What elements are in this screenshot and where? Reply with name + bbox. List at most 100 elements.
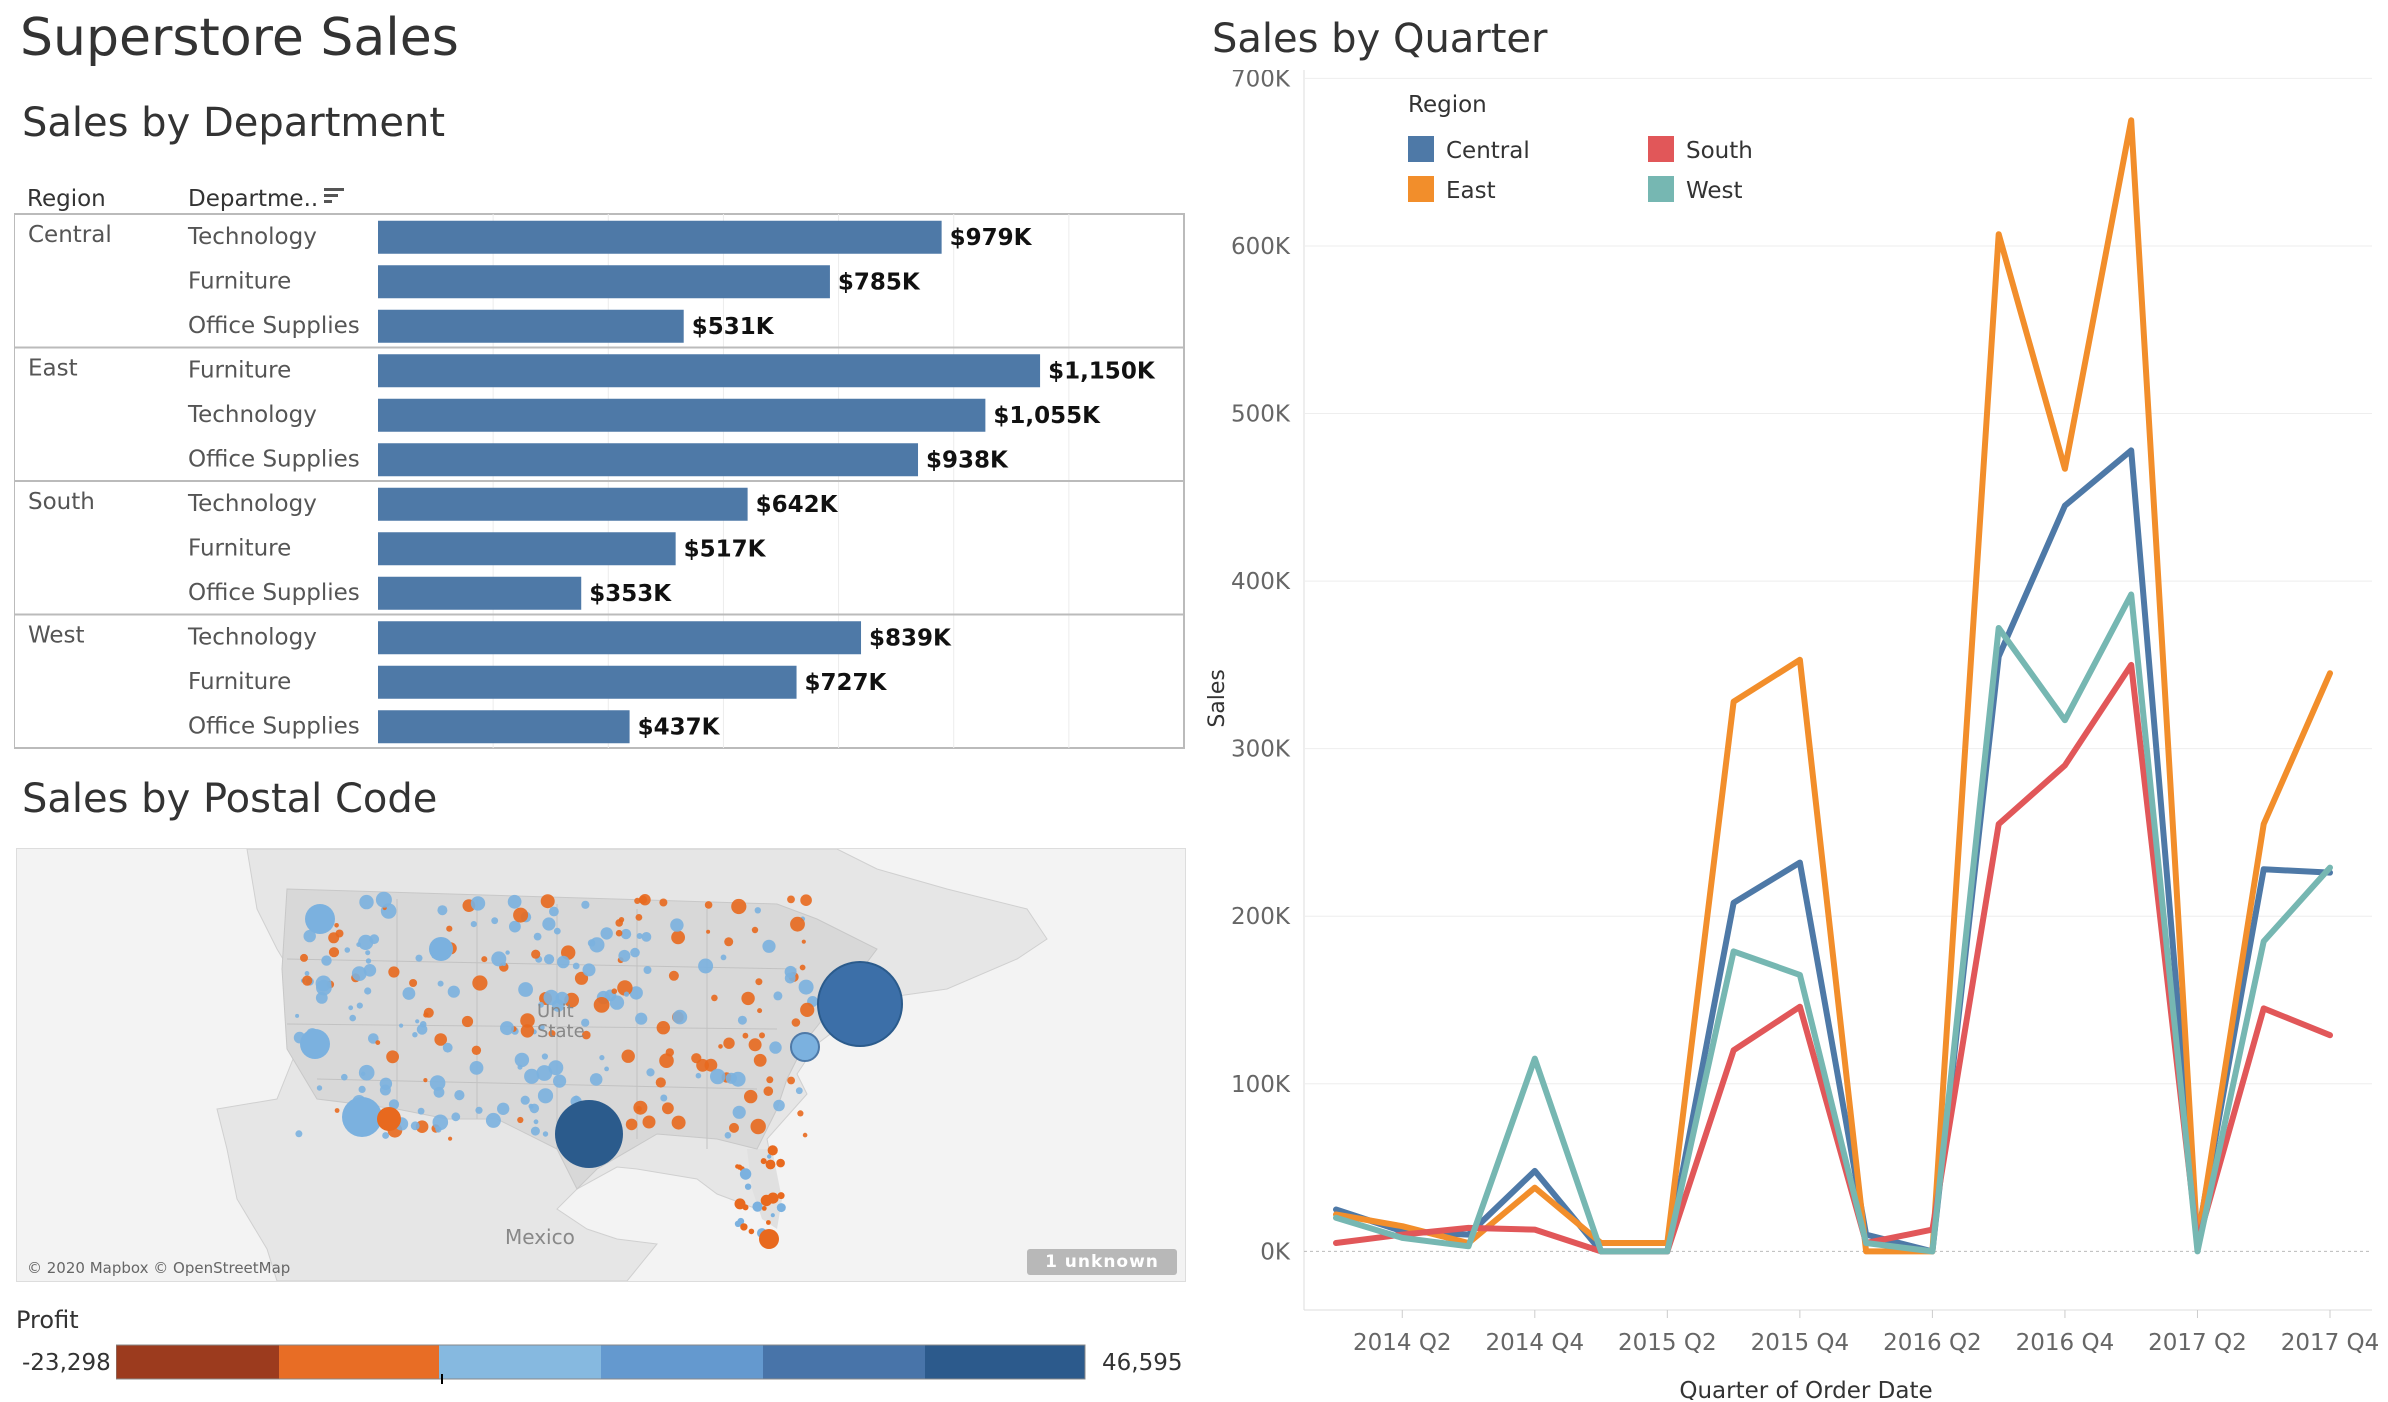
postal-bubble <box>472 975 488 991</box>
postal-bubble <box>691 1053 702 1064</box>
postal-bubble <box>544 954 555 965</box>
postal-bubble <box>740 1223 748 1231</box>
postal-bubble <box>295 1013 300 1018</box>
postal-bubble <box>787 895 795 904</box>
postal-bubble <box>761 1206 767 1211</box>
department-label: Office Supplies <box>188 313 360 339</box>
series-line-west <box>1333 591 2333 1255</box>
legend-swatch-east <box>1408 176 1434 202</box>
postal-bubble <box>729 1122 739 1133</box>
postal-bubble <box>555 991 569 1005</box>
postal-bubble <box>364 987 372 995</box>
postal-bubble <box>359 894 374 910</box>
postal-bubble <box>763 1086 774 1096</box>
postal-bubble <box>802 1132 808 1138</box>
postal-bubble <box>542 917 556 931</box>
postal-bubble <box>724 937 734 947</box>
postal-bubble <box>762 939 776 953</box>
postal-bubble <box>599 1055 605 1061</box>
x-tick-label: 2014 Q4 <box>1486 1330 1585 1356</box>
postal-bubble <box>451 1112 461 1122</box>
postal-bubble <box>646 1068 655 1077</box>
postal-bubble <box>500 1021 514 1036</box>
postal-bubble <box>750 1118 766 1135</box>
postal-bubble <box>800 1002 815 1017</box>
unknown-badge[interactable]: 1 unknown <box>1027 1249 1177 1275</box>
postal-bubble <box>589 1073 603 1086</box>
postal-bubble <box>432 1114 449 1131</box>
postal-bubble <box>600 927 613 940</box>
postal-bubble <box>358 934 374 950</box>
department-bar <box>378 443 919 477</box>
postal-bubble <box>656 1021 670 1035</box>
postal-bubble <box>509 920 521 933</box>
ramp-segment-3 <box>439 1345 601 1379</box>
postal-bubble <box>609 995 625 1010</box>
postal-bubble <box>514 1052 530 1068</box>
department-column-header[interactable]: Departme.. <box>188 186 319 212</box>
postal-bubble <box>497 1102 510 1115</box>
postal-bubble <box>415 954 423 962</box>
bar-value-label: $517K <box>684 537 767 563</box>
department-bar <box>378 220 942 254</box>
map-canvas[interactable]: Unit State Mexico <box>17 849 1185 1281</box>
postal-bubble <box>643 966 652 974</box>
x-tick-label: 2015 Q4 <box>1751 1330 1850 1356</box>
postal-bubble <box>437 980 444 987</box>
postal-code-map[interactable]: Unit State Mexico © 2020 Mapbox © OpenSt… <box>16 848 1186 1282</box>
postal-bubble <box>412 1032 418 1038</box>
department-bar <box>378 665 797 699</box>
region-column-header[interactable]: Region <box>27 186 106 212</box>
department-label: Office Supplies <box>188 714 360 740</box>
postal-bubble <box>302 975 313 986</box>
postal-bubble <box>315 975 332 992</box>
y-tick-label: 300K <box>1231 737 1291 763</box>
profit-legend-max: 46,595 <box>1102 1350 1183 1376</box>
postal-bubble <box>744 1183 752 1190</box>
postal-bubble <box>670 918 684 932</box>
department-bar <box>378 621 862 655</box>
postal-bubble <box>671 930 685 945</box>
department-bar <box>378 265 830 299</box>
postal-bubble <box>507 894 522 909</box>
sort-icon[interactable] <box>324 186 346 206</box>
postal-bubble <box>704 901 713 909</box>
postal-bubble <box>636 933 643 939</box>
bar-value-label: $437K <box>638 715 721 741</box>
postal-bubble <box>752 1201 763 1212</box>
series-line-central <box>1333 447 2333 1255</box>
postal-bubble <box>365 958 372 964</box>
postal-bubble <box>776 1203 786 1213</box>
bar-value-label: $642K <box>756 492 839 518</box>
postal-bubble <box>791 1018 801 1027</box>
bubble-new-york <box>817 961 903 1047</box>
postal-bubble <box>365 950 371 956</box>
bubble-sf <box>300 1029 330 1059</box>
postal-bubble <box>448 1136 453 1141</box>
postal-bubble <box>528 1103 534 1109</box>
legend-swatch-west <box>1648 176 1674 202</box>
postal-bubble <box>659 1053 674 1068</box>
postal-bubble <box>409 979 418 987</box>
x-tick-label: 2017 Q4 <box>2281 1330 2380 1356</box>
postal-bubble <box>470 896 486 911</box>
us-label-2: State <box>537 1021 585 1042</box>
legend-label-west: West <box>1686 178 1743 204</box>
postal-bubble <box>341 1073 348 1081</box>
postal-bubble <box>621 1049 635 1063</box>
ramp-segment-2 <box>279 1345 439 1379</box>
postal-bubble <box>773 991 783 1001</box>
department-label: Technology <box>187 224 317 250</box>
postal-bubble <box>538 1001 544 1008</box>
postal-bubble <box>533 1119 539 1125</box>
postal-bubble <box>295 1130 303 1138</box>
postal-bubble <box>737 1015 747 1025</box>
postal-bubble <box>321 955 332 966</box>
postal-bubble <box>629 986 643 1000</box>
postal-bubble <box>698 958 714 974</box>
map-attribution[interactable]: © 2020 Mapbox © OpenStreetMap <box>27 1259 291 1277</box>
postal-bubble <box>604 1066 609 1072</box>
department-label: Furniture <box>188 269 291 295</box>
region-label: West <box>28 623 85 649</box>
profit-legend-min: -23,298 <box>22 1350 111 1376</box>
